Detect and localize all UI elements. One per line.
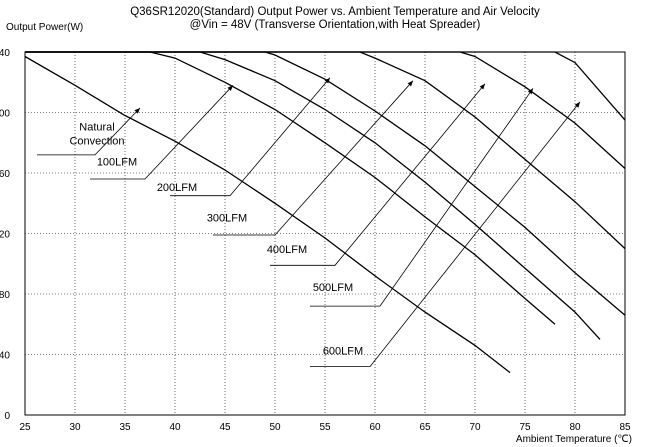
leader-line [37,107,141,156]
arrowhead [134,108,140,114]
x-tick-label: 70 [469,422,481,433]
leader-line [213,80,414,236]
x-axis-label: Ambient Temperature (℃) [516,434,632,445]
x-tick-label: 60 [369,422,381,433]
x-tick-label: 45 [219,422,231,433]
series-label: 400LFM [267,244,307,256]
leader-line [310,101,581,368]
arrowhead [479,83,485,90]
x-tick-label: 30 [69,422,81,433]
chart-subtitle: @Vin = 48V (Transverse Orientation,with … [190,19,481,31]
x-tick-label: 40 [169,422,181,433]
series-label: 100LFM [97,156,137,168]
arrowhead [227,85,233,91]
y-tick-label: 80 [0,290,10,301]
series-label: Convection [69,135,124,147]
series-label: 500LFM [313,282,353,294]
leader-line [270,83,486,266]
y-tick-label: 200 [0,109,10,120]
arrowhead [324,77,330,84]
x-tick-label: 65 [419,422,431,433]
y-axis-label: Output Power(W) [6,22,83,33]
series-line-400lfm [25,51,626,250]
arrowhead [574,101,580,108]
series-line-natural-convection [24,55,511,374]
y-tick-label: 240 [0,48,10,59]
arrowhead [407,80,413,87]
series-line-200lfm [25,51,601,340]
arrowhead [527,88,533,95]
x-tick-label: 55 [319,422,331,433]
series-label: 200LFM [157,182,197,194]
x-tick-label: 75 [519,422,531,433]
series-line-100lfm [25,51,556,325]
y-tick-label: 120 [0,230,10,241]
y-tick-label: 40 [0,351,10,362]
series-label: Natural [79,122,114,134]
chart-title: Q36SR12020(Standard) Output Power vs. Am… [130,6,540,18]
x-tick-label: 25 [19,422,31,433]
series-label: 600LFM [323,346,363,358]
y-tick-label: 160 [0,169,10,180]
leader-line [90,85,234,180]
y-tick-label: 0 [4,411,10,422]
series-line-300lfm [25,51,626,316]
x-tick-label: 80 [569,422,581,433]
series-label: 300LFM [207,212,247,224]
x-tick-label: 35 [119,422,131,433]
x-tick-label: 50 [269,422,281,433]
series-line-600lfm [25,51,626,121]
leader-line [310,88,534,307]
leader-line [170,77,331,197]
x-tick-label: 85 [619,422,631,433]
